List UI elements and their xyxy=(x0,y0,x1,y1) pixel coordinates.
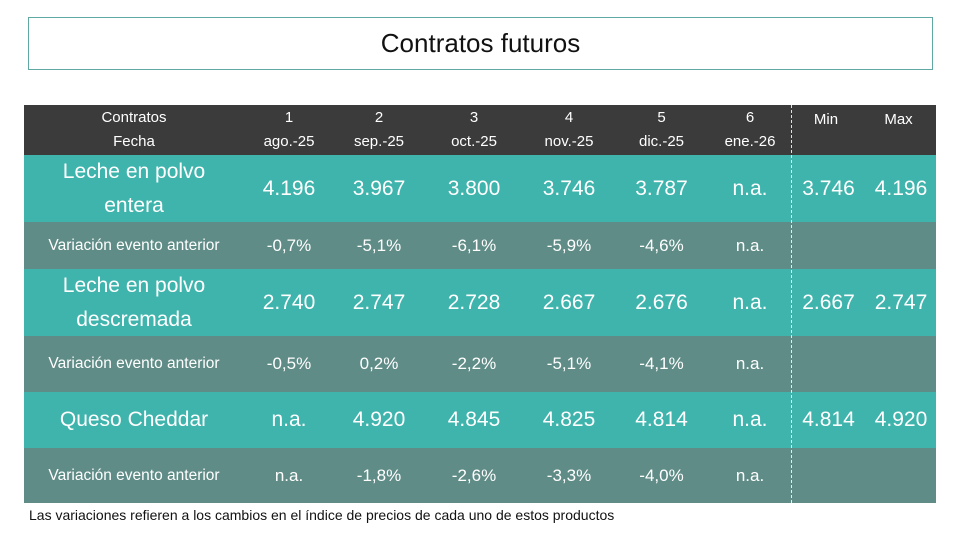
header-contract-4: 4 nov.-25 xyxy=(524,105,614,155)
value-cell-contract-4: -5,9% xyxy=(546,235,592,255)
value-cell-contract-6: n.a. xyxy=(732,290,768,314)
max-value-cell: 2.747 xyxy=(874,290,928,314)
product-row: Leche en polvo descremada 2.740 2.747 2.728… xyxy=(24,269,936,336)
value-cell-contract-3: -2,6% xyxy=(451,465,497,485)
value-cell-contract-4: 3.746 xyxy=(542,176,596,200)
value-cell-contract-6: n.a. xyxy=(732,176,768,200)
product-label: Leche en polvo entera xyxy=(62,159,206,217)
futures-table: Contratos Fecha 1 ago.-25 2 sep.-25 3 oc… xyxy=(24,105,936,503)
header-contract-1: 1 ago.-25 xyxy=(244,105,334,155)
max-value-cell xyxy=(866,222,936,269)
header-contract-2: 2 sep.-25 xyxy=(334,105,424,155)
min-value-cell: 4.814 xyxy=(802,408,855,431)
value-cell-contract-1: -0,7% xyxy=(266,235,312,255)
value-cell-contract-3: -6,1% xyxy=(451,235,497,255)
variation-row: Variación evento anterior -0,7% -5,1% -6,1%… xyxy=(24,222,936,269)
value-cell-contract-2: 3.967 xyxy=(352,176,406,200)
contract-date: ene.-26 xyxy=(724,133,776,150)
header-date-label: Fecha xyxy=(113,133,155,150)
contract-date: ago.-25 xyxy=(263,133,315,150)
contract-date: nov.-25 xyxy=(544,133,594,150)
product-row: Leche en polvo entera 4.196 3.967 3.800 3.74… xyxy=(24,155,936,222)
header-max: Max xyxy=(884,111,913,128)
value-cell-contract-3: -2,2% xyxy=(451,354,497,373)
min-value-cell xyxy=(791,222,866,269)
value-cell-contract-3: 4.845 xyxy=(447,408,501,431)
value-cell-contract-4: -3,3% xyxy=(546,465,592,485)
contract-number: 5 xyxy=(657,109,666,126)
value-cell-contract-2: -5,1% xyxy=(356,235,402,255)
header-min: Min xyxy=(813,111,839,128)
product-label: Queso Cheddar xyxy=(59,408,209,431)
table-header: Contratos Fecha 1 ago.-25 2 sep.-25 3 oc… xyxy=(24,105,936,155)
value-cell-contract-6: n.a. xyxy=(732,408,768,431)
variation-row: Variación evento anterior -0,5% 0,2% -2,2% -… xyxy=(24,336,936,392)
header-contracts-label: Contratos xyxy=(101,109,167,126)
value-cell-contract-4: -5,1% xyxy=(546,354,592,373)
value-cell-contract-6: n.a. xyxy=(735,354,765,373)
value-cell-contract-5: 3.787 xyxy=(635,176,688,200)
variation-label: Variación evento anterior xyxy=(48,355,220,372)
variation-label: Variación evento anterior xyxy=(48,466,220,484)
value-cell-contract-4: 4.825 xyxy=(542,408,596,431)
min-max-divider xyxy=(791,105,792,503)
contract-number: 4 xyxy=(564,109,574,126)
value-cell-contract-5: -4,0% xyxy=(639,465,684,485)
contract-date: oct.-25 xyxy=(451,133,497,150)
page-title: Contratos futuros xyxy=(28,17,933,70)
value-cell-contract-6: n.a. xyxy=(735,465,765,485)
min-value-cell: 2.667 xyxy=(802,290,855,314)
value-cell-contract-6: n.a. xyxy=(735,235,765,255)
variation-label: Variación evento anterior xyxy=(48,236,220,254)
min-value-cell xyxy=(791,336,866,392)
value-cell-contract-5: 4.814 xyxy=(635,408,688,431)
value-cell-contract-1: n.a. xyxy=(271,408,307,431)
header-contract-6: 6 ene.-26 xyxy=(709,105,791,155)
max-value-cell: 4.920 xyxy=(874,408,928,431)
contract-date: dic.-25 xyxy=(638,133,685,150)
value-cell-contract-4: 2.667 xyxy=(542,290,596,314)
value-cell-contract-2: -1,8% xyxy=(356,465,402,485)
value-cell-contract-1: 4.196 xyxy=(262,176,316,200)
product-label: Leche en polvo descremada xyxy=(62,273,206,331)
header-label-cell: Contratos Fecha xyxy=(24,105,244,155)
variation-row: Variación evento anterior n.a. -1,8% -2,6% -… xyxy=(24,448,936,503)
min-value-cell: 3.746 xyxy=(802,176,855,200)
product-row: Queso Cheddar n.a. 4.920 4.845 4.825 4.814 n.a… xyxy=(24,392,936,448)
contract-number: 3 xyxy=(469,109,479,126)
value-cell-contract-1: n.a. xyxy=(274,465,304,485)
value-cell-contract-2: 2.747 xyxy=(352,290,406,314)
value-cell-contract-2: 4.920 xyxy=(352,408,406,431)
footnote: Las variaciones refieren a los cambios e… xyxy=(29,507,615,523)
value-cell-contract-5: -4,6% xyxy=(639,235,684,255)
max-value-cell: 4.196 xyxy=(874,176,928,200)
contract-number: 2 xyxy=(374,109,384,126)
value-cell-contract-3: 2.728 xyxy=(447,290,501,314)
value-cell-contract-1: 2.740 xyxy=(262,290,316,314)
contract-number: 6 xyxy=(745,109,755,126)
value-cell-contract-5: 2.676 xyxy=(635,290,688,314)
value-cell-contract-1: -0,5% xyxy=(266,354,312,373)
max-value-cell xyxy=(866,448,936,503)
contract-date: sep.-25 xyxy=(353,133,405,150)
header-contract-5: 5 dic.-25 xyxy=(614,105,709,155)
contract-number: 1 xyxy=(284,109,294,126)
value-cell-contract-3: 3.800 xyxy=(447,176,501,200)
min-value-cell xyxy=(791,448,866,503)
header-contract-3: 3 oct.-25 xyxy=(424,105,524,155)
value-cell-contract-2: 0,2% xyxy=(359,354,399,373)
max-value-cell xyxy=(866,336,936,392)
value-cell-contract-5: -4,1% xyxy=(639,354,684,373)
